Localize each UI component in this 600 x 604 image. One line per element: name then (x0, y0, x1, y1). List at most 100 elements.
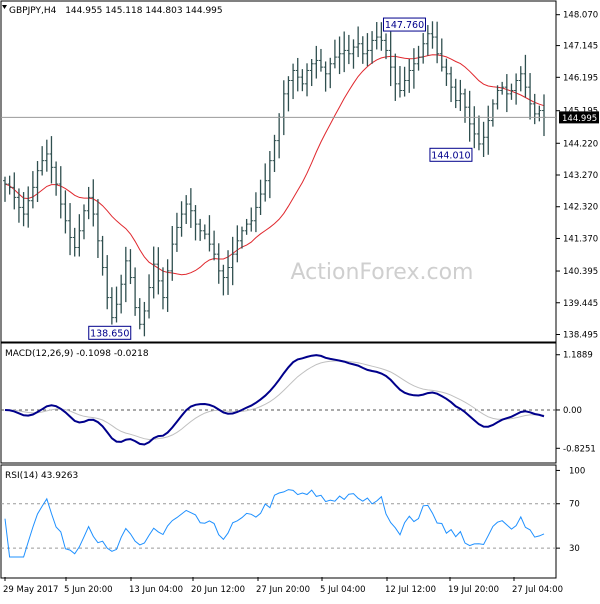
low-annotation-label: 138.650 (90, 328, 129, 339)
ohlc-bar (421, 33, 426, 64)
time-axis-label: 13 Jun 04:00 (129, 585, 183, 595)
ohlc-bar (467, 90, 472, 142)
ohlc-bar (435, 21, 440, 64)
ohlc-bar (393, 53, 398, 101)
ohlc-bar (193, 205, 198, 241)
ohlc-bar (337, 36, 342, 75)
ohlc-bar (133, 267, 138, 316)
ohlc-bar (44, 139, 49, 172)
ohlc-bar (35, 161, 40, 203)
macd-signal-line (5, 360, 545, 441)
price-axis-label: 140.395 (563, 267, 598, 277)
time-axis-label: 27 Jun 20:00 (256, 585, 310, 595)
ohlc-bar (537, 105, 542, 122)
ohlc-bar (235, 225, 240, 263)
ohlc-bar (68, 203, 73, 256)
ohlc-values: 144.955 145.118 144.803 144.995 (65, 6, 222, 16)
price-axis-label: 139.445 (563, 299, 598, 309)
ohlc-bar (486, 105, 491, 155)
ohlc-bar (81, 204, 86, 240)
ohlc-bar (230, 236, 235, 286)
ohlc-bar (495, 85, 500, 110)
ohlc-bar (239, 226, 244, 249)
macd-axis-label: 0.00 (563, 406, 582, 416)
menu-triangle-icon[interactable] (2, 5, 7, 9)
rsi-axis-label: 70 (569, 500, 580, 510)
ohlc-bar (12, 172, 17, 210)
ohlc-bar (179, 201, 184, 237)
ohlc-bar (202, 224, 207, 240)
macd-layer: 1.1889 0.00 -0.8251 (1, 351, 596, 454)
watermark-text: ActionForex.com (291, 260, 474, 285)
ohlc-bar (514, 73, 519, 105)
time-axis-label: 12 Jul 12:00 (385, 585, 436, 595)
ohlc-bar (137, 298, 142, 330)
ohlc-bar (49, 136, 54, 184)
ohlc-bar (323, 61, 328, 92)
ohlc-bar (3, 176, 7, 202)
annotation-layer: 147.760 144.010 138.650 (88, 17, 473, 340)
rsi-axis-label: 30 (569, 544, 580, 554)
time-axis-label: 20 Jun 12:00 (191, 585, 245, 595)
high-annotation-label-box (382, 17, 426, 32)
ohlc-bar (21, 192, 26, 227)
low-annotation-label-box (88, 325, 132, 340)
ohlc-bar (476, 115, 481, 151)
ohlc-bar (300, 69, 305, 92)
ohlc-bar (370, 31, 375, 64)
moving-average-line (4, 54, 545, 276)
ohlc-bar (26, 186, 31, 228)
ohlc-bar (449, 66, 454, 103)
ohlc-bar (295, 57, 300, 92)
macd-axis-label: -0.8251 (563, 444, 596, 454)
moving-average-layer (4, 54, 545, 276)
ohlc-bar (360, 36, 365, 64)
ohlc-bar (444, 58, 449, 86)
ohlc-bar (170, 226, 175, 281)
ohlc-bar (314, 45, 319, 79)
rsi-panel-frame (0, 464, 557, 579)
ohlc-bar (86, 186, 91, 220)
ohlc-bar (226, 250, 231, 295)
ohlc-bar (198, 218, 203, 241)
ohlc-bar (105, 255, 110, 310)
time-axis-label: 27 Jul 04:00 (512, 585, 563, 595)
ohlc-bar (490, 99, 495, 127)
ohlc-bar (425, 25, 430, 56)
last-price-box (559, 111, 599, 124)
ohlc-bar (212, 230, 217, 261)
price-axis-label: 143.270 (563, 171, 598, 181)
ohlc-bar (216, 243, 221, 284)
macd-panel-frame (0, 342, 557, 464)
ohlc-bar (458, 79, 463, 111)
rsi-layer: 100 70 30 (1, 466, 585, 558)
ohlc-bar (263, 163, 268, 202)
ohlc-bar (328, 57, 333, 89)
price-axis-label: 147.145 (563, 42, 598, 52)
rsi-line (4, 489, 545, 558)
ohlc-bar (123, 246, 128, 303)
ohlc-bar (351, 39, 356, 69)
ohlc-bar (481, 121, 486, 157)
time-axis-label: 5 Jun 20:00 (64, 585, 113, 595)
price-axis-label: 148.070 (563, 11, 598, 21)
ohlc-bar (91, 179, 96, 227)
price-axis-label: 144.220 (563, 139, 598, 149)
price-axis-label: 146.195 (563, 73, 598, 83)
ohlc-bar (504, 74, 509, 113)
ohlc-bar (267, 151, 272, 199)
ohlc-bar (54, 161, 59, 196)
ohlc-bar (305, 63, 310, 97)
ohlc-bar (221, 264, 226, 296)
ohlc-bar (500, 81, 505, 95)
ohlc-bar (472, 106, 477, 149)
ohlc-bar (249, 207, 254, 232)
ohlc-bar (114, 286, 119, 323)
ohlc-bar (332, 39, 337, 69)
ohlc-bar (407, 58, 412, 93)
ohlc-bar (379, 22, 384, 51)
ohlc-bar (374, 22, 379, 50)
ohlc-bar (95, 199, 100, 259)
ohlc-bar (16, 188, 21, 223)
macd-axis-label: 1.1889 (563, 351, 593, 361)
